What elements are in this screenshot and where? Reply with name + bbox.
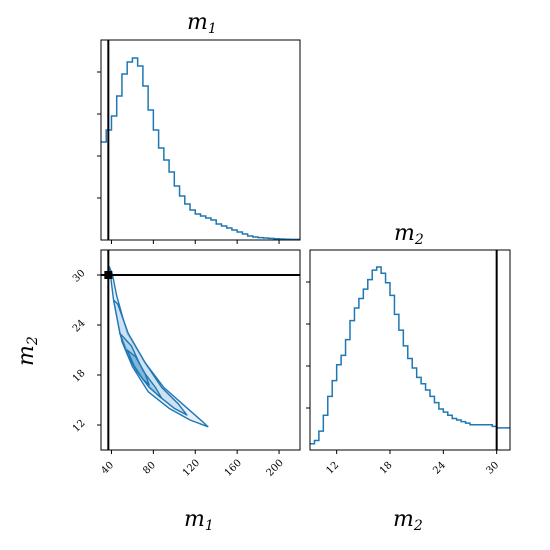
m2-xtick-label: 24	[431, 460, 448, 477]
title-m1: m1	[187, 10, 217, 37]
joint-xtick-label: 160	[223, 458, 244, 479]
joint-xtick-label: 120	[181, 458, 202, 479]
m2-histogram-panel: 12 18 24 30	[306, 249, 511, 477]
joint-ytick-label: 12	[71, 418, 88, 435]
m2-xtick-label: 18	[378, 460, 395, 477]
xlabel-m1: m1	[184, 507, 214, 534]
m2-xtick-label: 30	[485, 460, 502, 477]
joint-xtick-label: 40	[99, 460, 116, 477]
truth-marker	[104, 271, 113, 279]
joint-contours	[101, 250, 300, 450]
joint-ytick-label: 24	[71, 318, 88, 335]
m2-axes-frame	[309, 249, 511, 451]
joint-xtick-label: 80	[141, 460, 158, 477]
joint-axes-frame	[100, 249, 301, 451]
joint-ytick-label: 30	[71, 268, 88, 285]
contour-level-3	[119, 332, 163, 400]
m1-axes-frame	[100, 39, 301, 241]
m1-histogram-line	[101, 57, 300, 241]
m1-histogram-panel	[97, 39, 301, 244]
joint-contour-panel: 40 80 120 160 200 12 18 24 30	[71, 249, 301, 479]
contour-level-4	[126, 349, 150, 386]
joint-ytick-label: 18	[71, 368, 88, 385]
title-m2: m2	[394, 221, 424, 248]
xlabel-m2: m2	[393, 507, 423, 534]
m2-xtick-label: 12	[325, 460, 342, 477]
joint-xtick-label: 200	[265, 458, 286, 479]
m2-histogram-line	[310, 266, 510, 445]
ylabel-m2: m2	[14, 336, 41, 366]
